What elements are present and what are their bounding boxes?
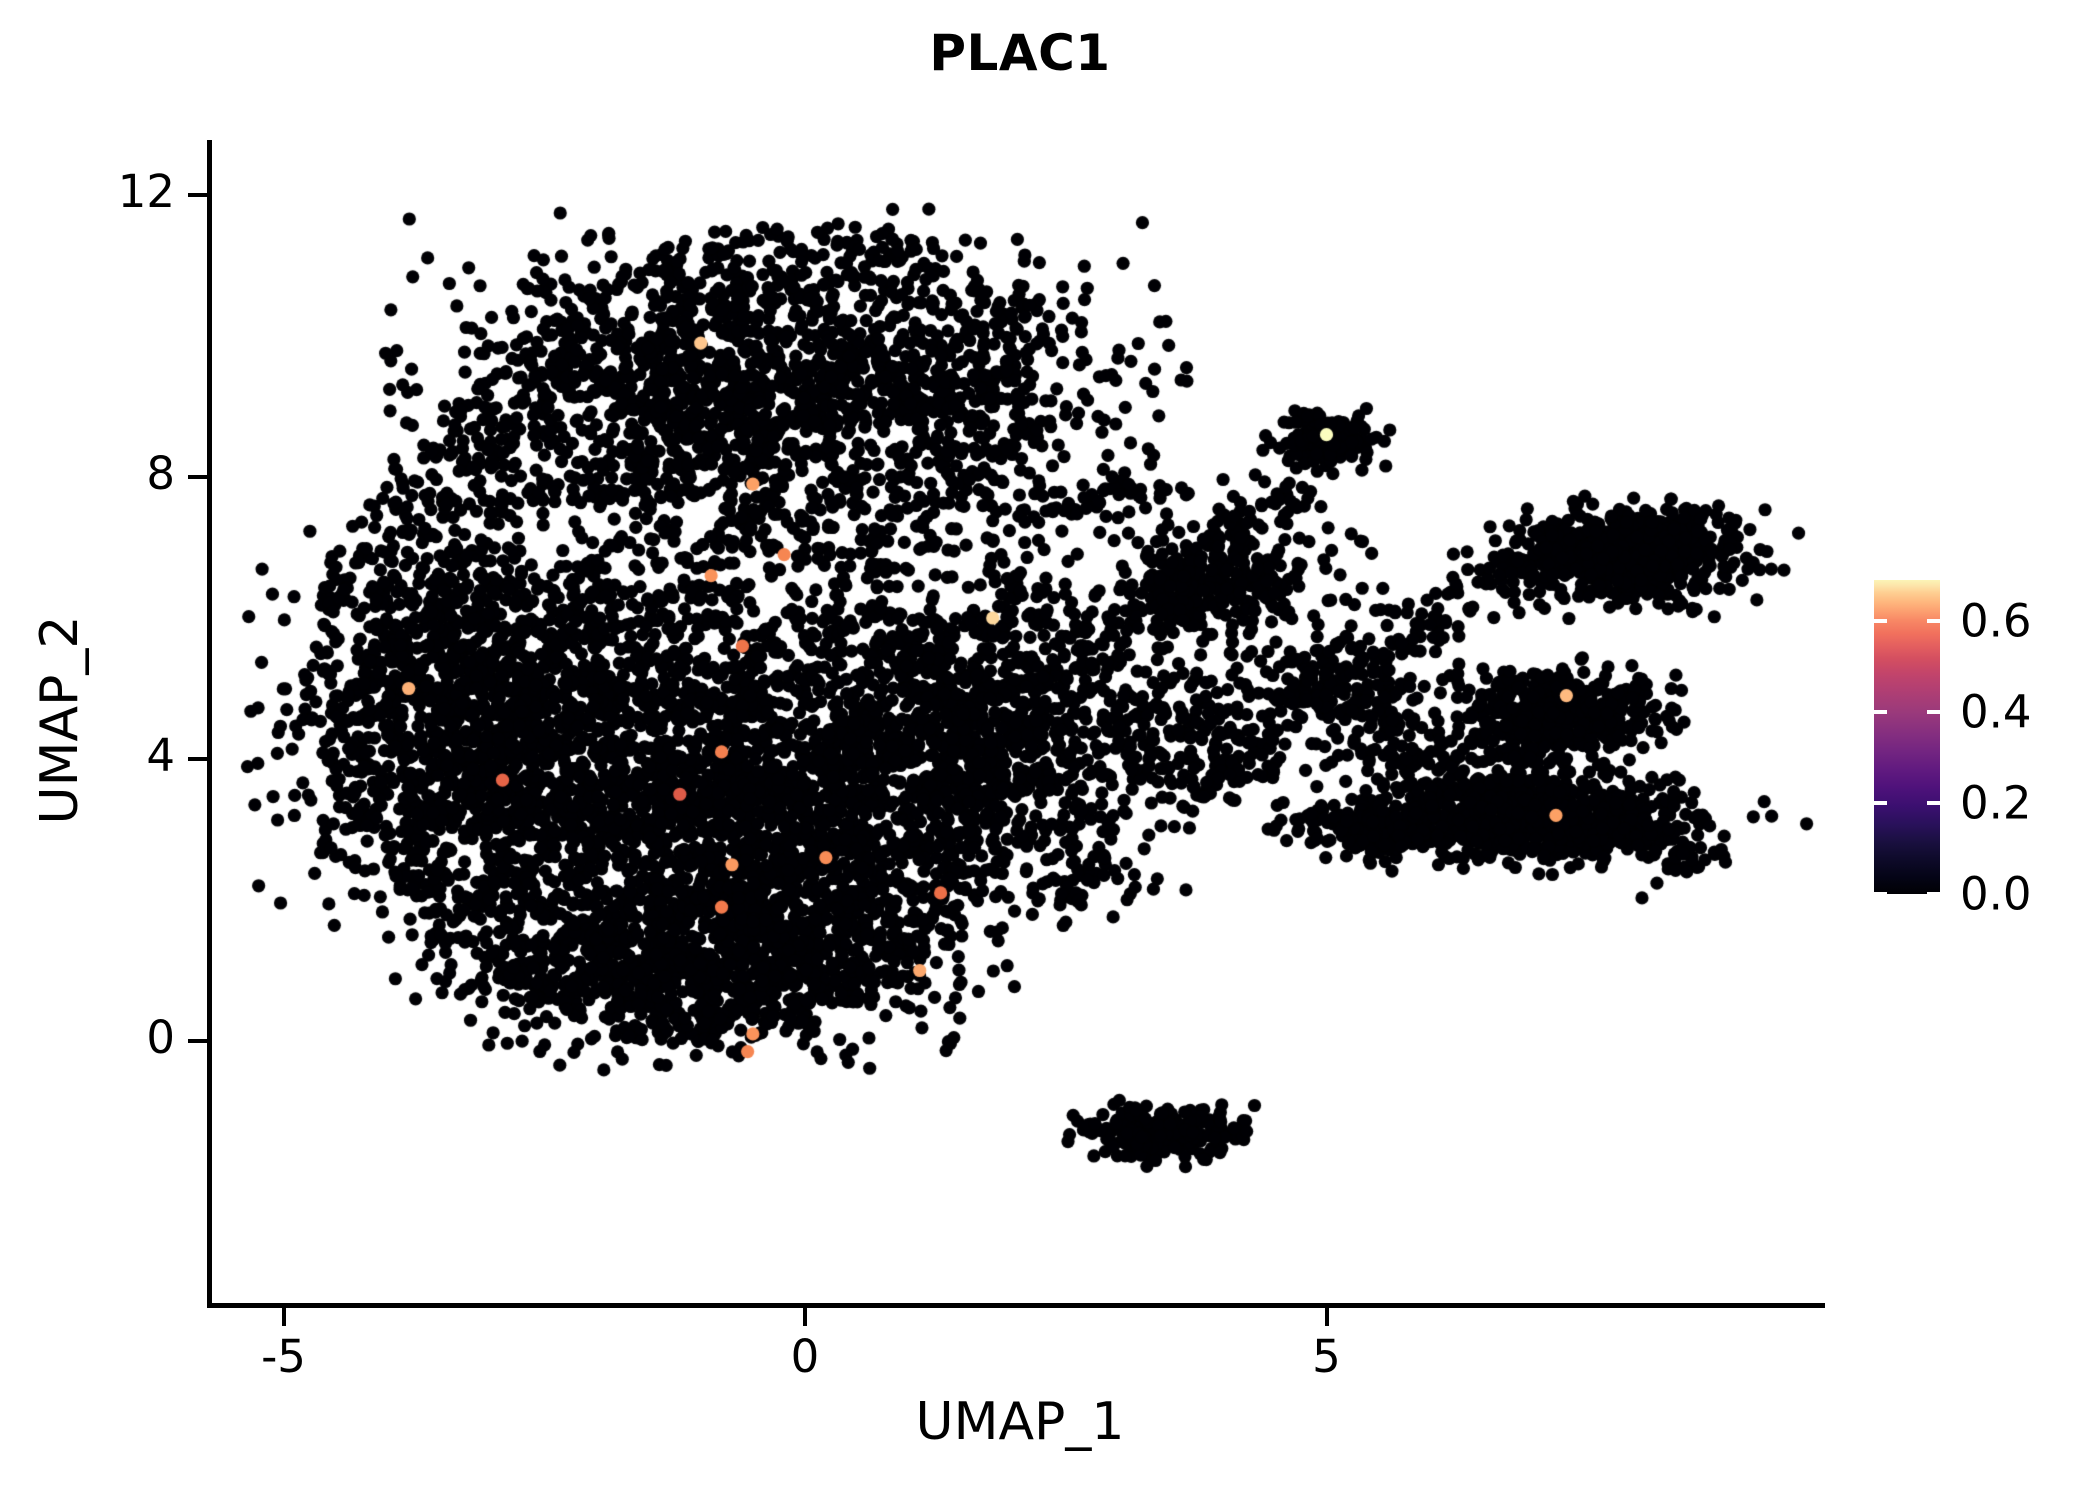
y-tick-mark (188, 1039, 207, 1043)
colorbar-gradient (1874, 580, 1940, 894)
colorbar-tick-mark (1874, 618, 1887, 623)
colorbar-tick-mark (1927, 618, 1940, 623)
y-tick-label: 4 (146, 729, 175, 782)
x-tick-mark (1324, 1307, 1329, 1326)
y-tick-mark (188, 193, 207, 197)
colorbar-tick-mark (1874, 800, 1887, 805)
x-tick-mark (803, 1307, 807, 1326)
colorbar-tick-mark (1927, 709, 1940, 714)
y-tick-label: 12 (117, 165, 175, 218)
x-axis-spine (207, 1303, 1825, 1308)
x-tick-mark (281, 1307, 286, 1326)
y-tick-label: 0 (146, 1011, 175, 1064)
x-tick-label: -5 (261, 1330, 306, 1383)
x-tick-label: 5 (1312, 1330, 1341, 1383)
y-tick-label: 8 (146, 447, 175, 500)
colorbar-tick-mark (1927, 892, 1940, 896)
colorbar-tick-mark (1874, 892, 1887, 896)
y-axis-label: UMAP_2 (30, 615, 90, 825)
colorbar-tick-label: 0.4 (1960, 685, 2032, 739)
x-tick-label: 0 (790, 1330, 820, 1383)
colorbar-tick-mark (1874, 709, 1887, 714)
colorbar-tick-label: 0.6 (1960, 594, 2032, 648)
y-axis-spine (207, 140, 212, 1308)
x-axis-label: UMAP_1 (915, 1392, 1125, 1452)
colorbar-tick-label: 0.2 (1960, 776, 2032, 830)
y-tick-mark (188, 757, 207, 761)
y-tick-mark (188, 475, 207, 479)
colorbar-tick-mark (1927, 800, 1940, 805)
colorbar-tick-label: 0.0 (1960, 867, 2032, 921)
colorbar: 0.6 0.4 0.2 0.0 (1874, 580, 2084, 921)
